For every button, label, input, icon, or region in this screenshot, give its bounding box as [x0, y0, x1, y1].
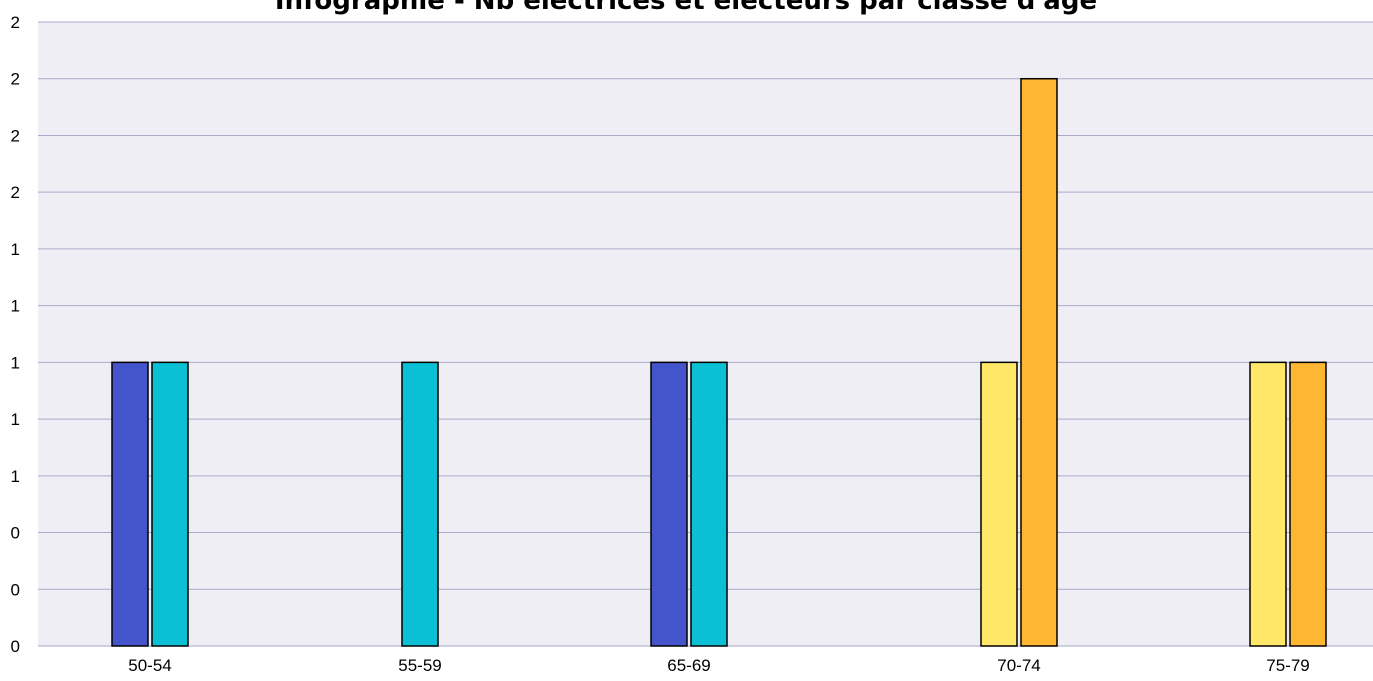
bar-50-54-0: [111, 361, 149, 647]
x-tick-label: 70-74: [997, 656, 1040, 675]
bar-70-74-0: [980, 361, 1018, 647]
y-axis-ticks: 0 0 0 1 1 1 1 1 2 2 2 2: [11, 13, 20, 656]
x-axis-ticks: 50-54 55-59 65-69 70-74 75-79: [128, 656, 1309, 675]
y-tick-label: 2: [11, 13, 20, 32]
y-tick-label: 2: [11, 183, 20, 202]
y-tick-label: 0: [11, 637, 20, 656]
bar-55-59-0: [401, 361, 439, 647]
chart-title: Infographie - Nb électrices et électeurs…: [275, 0, 1097, 16]
bar-70-74-1: [1020, 77, 1058, 647]
bar-50-54-1: [151, 361, 189, 647]
y-tick-label: 1: [11, 297, 20, 316]
x-tick-label: 50-54: [128, 656, 171, 675]
bar-65-69-1: [690, 361, 728, 647]
bars: [111, 77, 1327, 647]
x-tick-label: 75-79: [1266, 656, 1309, 675]
y-tick-label: 1: [11, 410, 20, 429]
bar-65-69-0: [650, 361, 688, 647]
x-tick-label: 65-69: [667, 656, 710, 675]
x-tick-label: 55-59: [398, 656, 441, 675]
y-tick-label: 2: [11, 126, 20, 145]
y-tick-label: 0: [11, 524, 20, 543]
y-tick-label: 1: [11, 240, 20, 259]
bar-75-79-0: [1249, 361, 1287, 647]
y-tick-label: 1: [11, 353, 20, 372]
y-tick-label: 2: [11, 70, 20, 89]
y-tick-label: 1: [11, 467, 20, 486]
y-tick-label: 0: [11, 580, 20, 599]
bar-75-79-1: [1289, 361, 1327, 647]
